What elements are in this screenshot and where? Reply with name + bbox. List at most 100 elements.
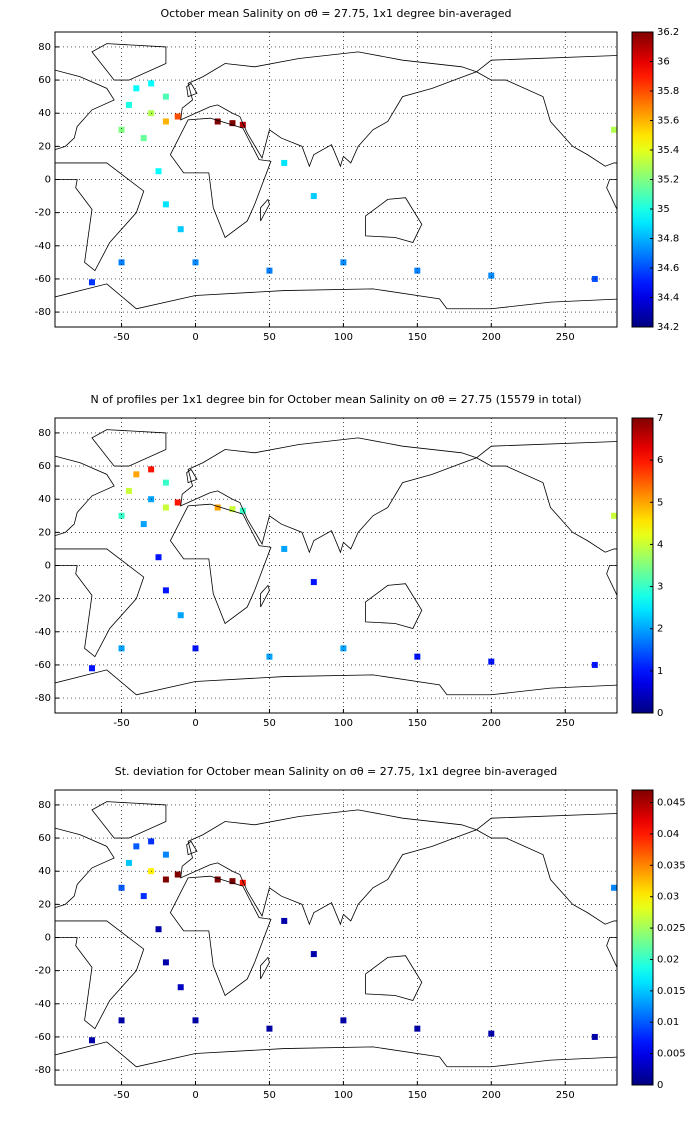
bin (266, 1025, 273, 1032)
bin (162, 876, 169, 883)
colorbar-label: 5 (657, 497, 663, 508)
colorbar-label: 2 (657, 624, 663, 635)
chart-title: N of profiles per 1x1 degree bin for Oct… (91, 393, 582, 406)
bin (118, 259, 125, 266)
bin (88, 279, 95, 286)
coastline (91, 43, 167, 81)
bin (281, 545, 288, 552)
bin (140, 135, 147, 142)
y-tick-label: -20 (35, 594, 51, 605)
bin (133, 85, 140, 92)
bin (488, 272, 495, 279)
y-tick-label: -60 (35, 274, 51, 285)
bin (611, 512, 617, 519)
coastline (186, 840, 198, 856)
colorbar-label: 4 (657, 539, 663, 550)
colorbar-label: 0.04 (657, 829, 679, 840)
bin (488, 658, 495, 665)
coastline (606, 565, 617, 658)
bin (118, 645, 125, 652)
colorbar-label: 0.005 (657, 1049, 686, 1060)
coastline (260, 198, 270, 222)
bin (340, 645, 347, 652)
coastline (365, 955, 423, 1001)
y-tick-label: -60 (35, 1032, 51, 1043)
colorbar (631, 31, 654, 328)
colorbar-label: 0 (657, 1080, 663, 1091)
bin (414, 267, 421, 274)
colorbar-label: 0.025 (657, 923, 686, 934)
bin (266, 267, 273, 274)
y-tick-label: 60 (38, 833, 51, 844)
colorbar-label: 1 (657, 666, 663, 677)
x-tick-label: 250 (556, 1090, 575, 1101)
colorbar-label: 34.6 (657, 263, 679, 274)
bin (340, 1017, 347, 1024)
colorbar-label: 35.6 (657, 116, 679, 127)
bin (162, 479, 169, 486)
axes-frame (54, 789, 618, 1086)
bin (155, 168, 162, 175)
bin (162, 504, 169, 511)
colorbar-label: 0.035 (657, 860, 686, 871)
bin (174, 113, 181, 120)
coastline (55, 669, 617, 696)
coastline (180, 437, 478, 554)
bin (591, 275, 598, 282)
colorbar-label: 6 (657, 455, 663, 466)
y-tick-label: -20 (35, 966, 51, 977)
bin (162, 959, 169, 966)
bin (414, 1025, 421, 1032)
bin (310, 951, 317, 958)
bin (310, 193, 317, 200)
y-tick-label: -80 (35, 693, 51, 704)
x-tick-label: 50 (263, 718, 276, 729)
x-tick-label: 0 (192, 1090, 198, 1101)
colorbar-label: 36.2 (657, 27, 679, 38)
y-tick-label: -60 (35, 660, 51, 671)
bin (162, 587, 169, 594)
x-tick-label: 200 (482, 1090, 501, 1101)
y-tick-label: -40 (35, 627, 51, 638)
bin (140, 893, 147, 900)
bin (611, 884, 617, 891)
x-tick-label: 250 (556, 332, 575, 343)
coastline (55, 920, 145, 1030)
y-tick-label: 80 (38, 42, 51, 53)
y-tick-label: 40 (38, 494, 51, 505)
bin (125, 101, 132, 108)
colorbar-label: 0.01 (657, 1017, 679, 1028)
bin (140, 521, 147, 528)
bin (239, 879, 246, 886)
y-tick-label: -80 (35, 1065, 51, 1076)
bin (281, 917, 288, 924)
bin (118, 1017, 125, 1024)
y-tick-label: -20 (35, 208, 51, 219)
bin (125, 859, 132, 866)
x-tick-label: -50 (113, 1090, 129, 1101)
bin (611, 126, 617, 133)
bin (266, 653, 273, 660)
bin (174, 499, 181, 506)
coastline (260, 584, 270, 608)
y-tick-label: 20 (38, 527, 51, 538)
y-tick-label: 40 (38, 866, 51, 877)
coastline (180, 809, 478, 926)
colorbar-label: 34.2 (657, 322, 679, 333)
x-tick-label: -50 (113, 332, 129, 343)
bin (148, 80, 155, 87)
bin (229, 506, 236, 513)
coastline (169, 875, 272, 997)
x-tick-label: 50 (263, 1090, 276, 1101)
x-tick-label: 50 (263, 332, 276, 343)
x-tick-label: 150 (408, 1090, 427, 1101)
x-tick-label: 0 (192, 332, 198, 343)
coastline (55, 432, 115, 537)
coastline (475, 441, 617, 553)
colorbar-label: 34.8 (657, 234, 679, 245)
y-tick-label: 60 (38, 461, 51, 472)
bin (214, 876, 221, 883)
y-tick-label: 80 (38, 428, 51, 439)
bin (214, 504, 221, 511)
